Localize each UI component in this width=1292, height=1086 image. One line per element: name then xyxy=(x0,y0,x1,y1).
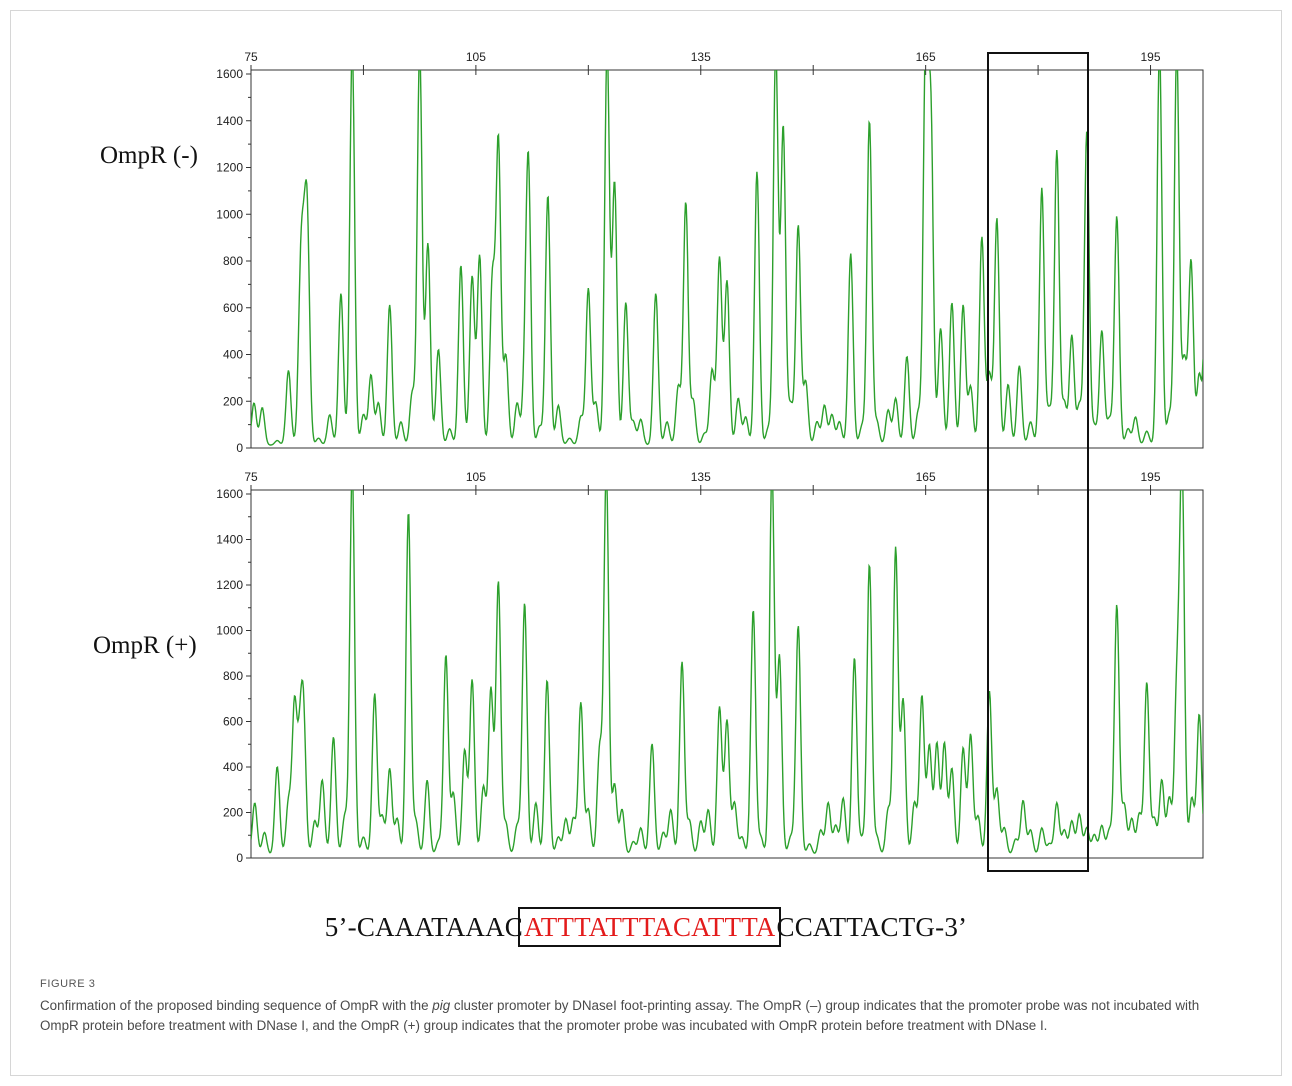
y-tick-label: 0 xyxy=(236,441,243,455)
y-tick-label: 1400 xyxy=(216,114,243,128)
y-tick-label: 1600 xyxy=(216,67,243,81)
caption-text-after: cluster promoter by DNaseI foot-printing… xyxy=(40,998,1200,1033)
y-tick-label: 600 xyxy=(223,301,243,315)
y-tick-label: 800 xyxy=(223,669,243,683)
caption-text: Confirmation of the proposed binding seq… xyxy=(40,996,1240,1036)
dna-sequence: 5’-CAAATAAACATTTATTTACATTTACCATTACTG-3’ xyxy=(0,907,1292,947)
y-tick-label: 1600 xyxy=(216,487,243,501)
figure-frame xyxy=(10,10,1282,1076)
y-tick-label: 200 xyxy=(223,394,243,408)
chart-panel-omprplus: 75 105 135 165 195 0 200 400 600 800 1000 1200 1400 1… xyxy=(216,470,1204,865)
footprint-chart-svg: 75 105 135 165 195 0 200 400 600 800 1000 1200 1400 1… xyxy=(216,50,1204,872)
y-tick-label: 1200 xyxy=(216,161,243,175)
x-tick-label: 195 xyxy=(1141,50,1161,64)
x-tick-label: 165 xyxy=(916,50,936,64)
y-tick-label: 1000 xyxy=(216,624,243,638)
caption-text-before: Confirmation of the proposed binding seq… xyxy=(40,998,433,1013)
electropherogram-trace xyxy=(251,70,1203,446)
y-tick-label: 400 xyxy=(223,348,243,362)
x-tick-label: 75 xyxy=(244,50,258,64)
x-tick-label: 135 xyxy=(691,470,711,484)
y-tick-label: 200 xyxy=(223,806,243,820)
sequence-suffix: CCATTACTG-3’ xyxy=(776,912,968,942)
x-tick-label: 135 xyxy=(691,50,711,64)
x-tick-label: 165 xyxy=(916,470,936,484)
plot-frame xyxy=(250,69,1204,449)
caption-gene-name: pig xyxy=(432,998,451,1013)
y-tick-label: 400 xyxy=(223,760,243,774)
y-tick-label: 800 xyxy=(223,254,243,268)
y-tick-label: 0 xyxy=(236,851,243,865)
y-tick-label: 1200 xyxy=(216,578,243,592)
y-tick-label: 1400 xyxy=(216,533,243,547)
binding-site-sequence: ATTTATTTACATTTA xyxy=(517,907,782,947)
figure-label: FIGURE 3 xyxy=(40,978,96,990)
figure-caption: FIGURE 3 Confirmation of the proposed bi… xyxy=(40,978,1240,1036)
plot-frame xyxy=(250,489,1204,859)
panel-label-omprminus: OmpR (-) xyxy=(100,142,198,169)
x-tick-label: 195 xyxy=(1141,470,1161,484)
sequence-prefix: 5’-CAAATAAAC xyxy=(324,912,523,942)
y-tick-label: 1000 xyxy=(216,207,243,221)
y-tick-label: 600 xyxy=(223,715,243,729)
panel-label-omprplus: OmpR (+) xyxy=(93,632,197,659)
chart-panel-omprminus: 75 105 135 165 195 0 200 400 600 800 1000 1200 1400 1… xyxy=(216,50,1204,455)
x-tick-label: 105 xyxy=(466,50,486,64)
x-tick-label: 105 xyxy=(466,470,486,484)
x-tick-label: 75 xyxy=(244,470,258,484)
protected-region-box xyxy=(987,52,1089,872)
electropherogram-trace xyxy=(251,490,1203,854)
